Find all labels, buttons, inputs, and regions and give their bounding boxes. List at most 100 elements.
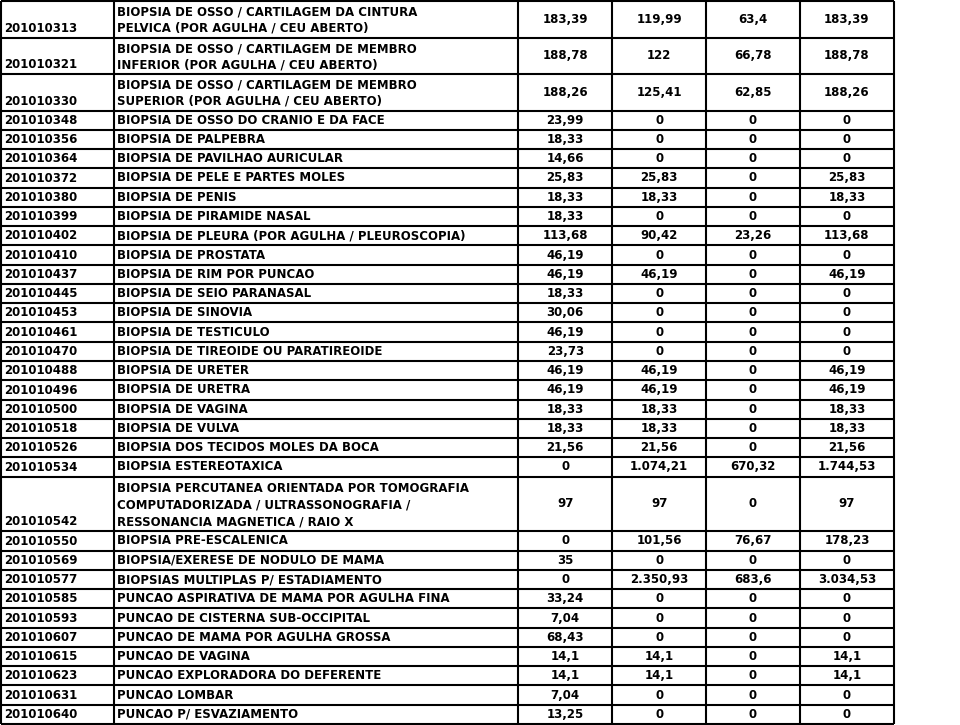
Text: 188,78: 188,78	[542, 49, 588, 62]
Text: 0: 0	[749, 191, 757, 204]
Text: 0: 0	[749, 402, 757, 415]
Text: 46,19: 46,19	[546, 326, 584, 339]
Text: 201010500: 201010500	[4, 403, 77, 415]
Text: 14,1: 14,1	[551, 650, 580, 663]
Text: PUNCAO DE CISTERNA SUB-OCCIPITAL: PUNCAO DE CISTERNA SUB-OCCIPITAL	[117, 611, 370, 624]
Text: BIOPSIA DOS TECIDOS MOLES DA BOCA: BIOPSIA DOS TECIDOS MOLES DA BOCA	[117, 442, 379, 454]
Text: BIOPSIA/EXERESE DE NODULO DE MAMA: BIOPSIA/EXERESE DE NODULO DE MAMA	[117, 554, 384, 567]
Text: 201010348: 201010348	[4, 114, 78, 127]
Text: 14,1: 14,1	[551, 669, 580, 682]
Text: 0: 0	[749, 689, 757, 702]
Text: 46,19: 46,19	[546, 364, 584, 377]
Text: 201010410: 201010410	[4, 249, 77, 262]
Text: 201010461: 201010461	[4, 326, 78, 339]
Text: BIOPSIA DE PIRAMIDE NASAL: BIOPSIA DE PIRAMIDE NASAL	[117, 210, 310, 223]
Text: 201010470: 201010470	[4, 345, 77, 358]
Text: 46,19: 46,19	[828, 268, 866, 281]
Text: 125,41: 125,41	[636, 86, 682, 99]
Text: 0: 0	[843, 249, 851, 262]
Text: 0: 0	[749, 708, 757, 721]
Text: 201010356: 201010356	[4, 133, 78, 146]
Text: BIOPSIA DE OSSO / CARTILAGEM DA CINTURA: BIOPSIA DE OSSO / CARTILAGEM DA CINTURA	[117, 6, 418, 19]
Text: 68,43: 68,43	[546, 631, 584, 644]
Text: 18,33: 18,33	[546, 133, 584, 146]
Text: 201010542: 201010542	[4, 515, 78, 529]
Text: 0: 0	[843, 133, 851, 146]
Text: 0: 0	[843, 592, 851, 605]
Text: 0: 0	[655, 152, 663, 165]
Text: 183,39: 183,39	[825, 13, 870, 26]
Text: 683,6: 683,6	[734, 573, 772, 586]
Text: BIOPSIA DE OSSO / CARTILAGEM DE MEMBRO: BIOPSIA DE OSSO / CARTILAGEM DE MEMBRO	[117, 42, 417, 55]
Text: BIOPSIAS MULTIPLAS P/ ESTADIAMENTO: BIOPSIAS MULTIPLAS P/ ESTADIAMENTO	[117, 573, 382, 586]
Text: 188,78: 188,78	[824, 49, 870, 62]
Text: 0: 0	[749, 364, 757, 377]
Text: 3.034,53: 3.034,53	[818, 573, 876, 586]
Text: 0: 0	[749, 631, 757, 644]
Text: BIOPSIA DE PROSTATA: BIOPSIA DE PROSTATA	[117, 249, 265, 262]
Text: 13,25: 13,25	[546, 708, 584, 721]
Text: BIOPSIA DE URETER: BIOPSIA DE URETER	[117, 364, 249, 377]
Text: 201010534: 201010534	[4, 460, 78, 473]
Text: 201010569: 201010569	[4, 554, 78, 567]
Text: 201010453: 201010453	[4, 307, 78, 320]
Text: BIOPSIA ESTEREOTAXICA: BIOPSIA ESTEREOTAXICA	[117, 460, 282, 473]
Text: BIOPSIA DE TIREOIDE OU PARATIREOIDE: BIOPSIA DE TIREOIDE OU PARATIREOIDE	[117, 345, 382, 358]
Text: 0: 0	[749, 114, 757, 127]
Text: 0: 0	[843, 210, 851, 223]
Text: 0: 0	[843, 631, 851, 644]
Text: 0: 0	[655, 631, 663, 644]
Text: 14,1: 14,1	[832, 650, 861, 663]
Text: 201010330: 201010330	[4, 94, 77, 107]
Text: 0: 0	[749, 345, 757, 358]
Text: 0: 0	[749, 152, 757, 165]
Text: 18,33: 18,33	[828, 402, 866, 415]
Text: 0: 0	[749, 268, 757, 281]
Text: 0: 0	[655, 114, 663, 127]
Text: 1.074,21: 1.074,21	[630, 460, 688, 473]
Text: 46,19: 46,19	[546, 249, 584, 262]
Text: 18,33: 18,33	[546, 287, 584, 300]
Text: 201010585: 201010585	[4, 592, 78, 605]
Text: 0: 0	[655, 249, 663, 262]
Text: 201010321: 201010321	[4, 58, 77, 71]
Text: 188,26: 188,26	[824, 86, 870, 99]
Text: 18,33: 18,33	[640, 191, 678, 204]
Text: 201010488: 201010488	[4, 364, 78, 377]
Text: 201010445: 201010445	[4, 287, 78, 300]
Text: 46,19: 46,19	[546, 384, 584, 397]
Text: 0: 0	[655, 133, 663, 146]
Text: 0: 0	[562, 460, 569, 473]
Text: BIOPSIA DE URETRA: BIOPSIA DE URETRA	[117, 384, 251, 397]
Text: BIOPSIA DE PALPEBRA: BIOPSIA DE PALPEBRA	[117, 133, 265, 146]
Text: 0: 0	[843, 554, 851, 567]
Text: 97: 97	[651, 497, 667, 510]
Text: 670,32: 670,32	[731, 460, 776, 473]
Text: 63,4: 63,4	[738, 13, 768, 26]
Text: BIOPSIA PRE-ESCALENICA: BIOPSIA PRE-ESCALENICA	[117, 534, 288, 547]
Text: 97: 97	[839, 497, 855, 510]
Text: BIOPSIA DE PELE E PARTES MOLES: BIOPSIA DE PELE E PARTES MOLES	[117, 171, 346, 184]
Text: 46,19: 46,19	[640, 364, 678, 377]
Text: 0: 0	[749, 326, 757, 339]
Text: 23,26: 23,26	[734, 229, 772, 242]
Text: 21,56: 21,56	[828, 442, 866, 454]
Text: 0: 0	[655, 592, 663, 605]
Text: PUNCAO EXPLORADORA DO DEFERENTE: PUNCAO EXPLORADORA DO DEFERENTE	[117, 669, 381, 682]
Text: 97: 97	[557, 497, 573, 510]
Text: 0: 0	[843, 287, 851, 300]
Text: 18,33: 18,33	[546, 422, 584, 435]
Text: 18,33: 18,33	[828, 422, 866, 435]
Text: 18,33: 18,33	[640, 422, 678, 435]
Text: 201010623: 201010623	[4, 669, 77, 682]
Text: 0: 0	[843, 345, 851, 358]
Text: 201010518: 201010518	[4, 422, 78, 435]
Text: 201010631: 201010631	[4, 689, 77, 702]
Text: 46,19: 46,19	[828, 384, 866, 397]
Text: 18,33: 18,33	[546, 210, 584, 223]
Text: 14,1: 14,1	[644, 650, 674, 663]
Text: 201010615: 201010615	[4, 650, 78, 663]
Text: 201010593: 201010593	[4, 612, 78, 625]
Text: 113,68: 113,68	[542, 229, 588, 242]
Text: PELVICA (POR AGULHA / CEU ABERTO): PELVICA (POR AGULHA / CEU ABERTO)	[117, 22, 369, 35]
